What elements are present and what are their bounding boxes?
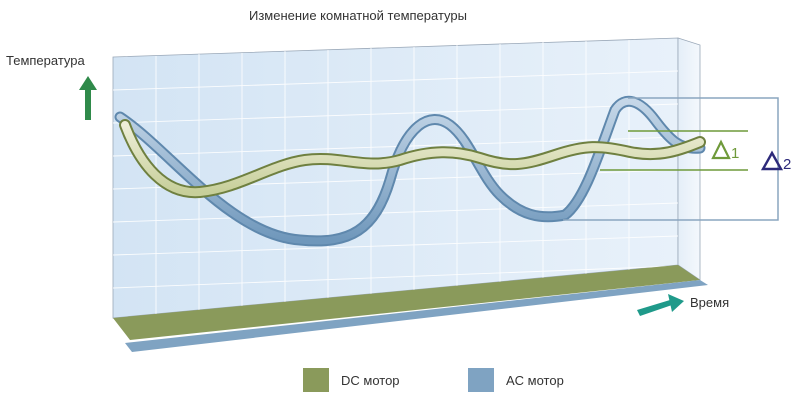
x-axis-label: Время — [690, 295, 730, 310]
diagram-title: Изменение комнатной температуры — [249, 8, 467, 23]
chart-side-panel — [677, 37, 701, 281]
right-arrow-icon — [637, 294, 684, 316]
legend-swatch-dc — [303, 368, 329, 392]
delta2-triangle-icon — [760, 150, 784, 171]
legend-swatch-ac — [468, 368, 494, 392]
legend-label-dc: DC мотор — [341, 372, 400, 388]
floor-band-dc — [113, 265, 700, 340]
legend-item-ac: AC мотор — [468, 368, 564, 392]
legend-label-ac: AC мотор — [506, 372, 564, 388]
delta1-range-lines — [600, 130, 748, 171]
delta2-range-bracket — [563, 97, 779, 221]
delta1-triangle-icon — [711, 139, 731, 160]
delta2-number: 2 — [783, 156, 791, 173]
up-arrow-icon — [79, 76, 97, 120]
legend-item-dc: DC мотор — [303, 368, 400, 392]
y-axis-label: Температура — [6, 53, 85, 68]
dc-motor-curve — [119, 119, 706, 199]
delta1-number: 1 — [731, 145, 739, 162]
floor-band-ac — [125, 280, 708, 352]
